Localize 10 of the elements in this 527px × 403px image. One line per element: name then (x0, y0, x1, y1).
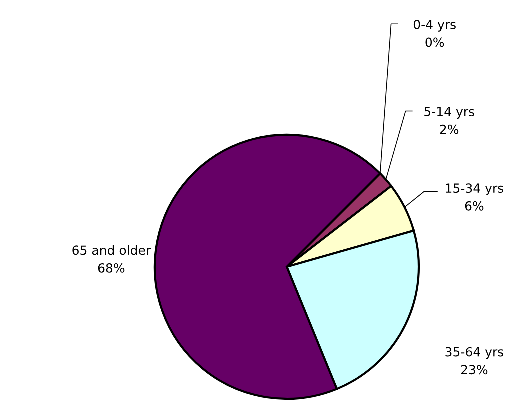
slice-label: 5-14 yrs (424, 107, 474, 119)
text: 0% (426, 38, 444, 48)
data-label: 6% (465, 201, 484, 211)
slice-label: 35-64 yrs (446, 347, 504, 360)
slice-label: 15-34 yrs (446, 184, 504, 196)
category-label: 0-4 yrs (414, 20, 456, 32)
slice-label: 65 and older (72, 245, 152, 256)
data-label: 23% (461, 365, 488, 375)
data-label: 68% (98, 263, 125, 273)
data-label: 2% (440, 124, 459, 134)
